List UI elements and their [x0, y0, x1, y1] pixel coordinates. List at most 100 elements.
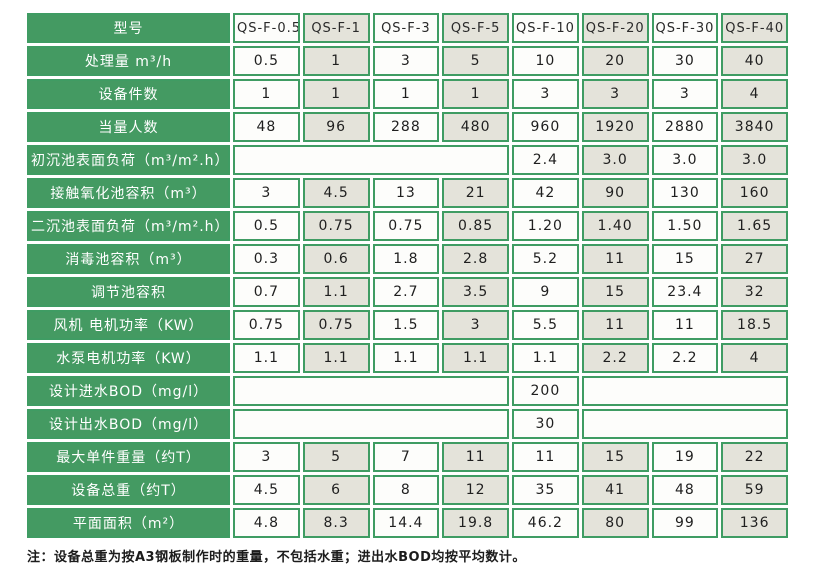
header-label-cell: 型号 — [27, 13, 230, 43]
value-cell: 3 — [442, 310, 509, 340]
spec-table-body: 处理量 m³/h 0.5 1 3 5 10 20 30 40 设备件数 1 1 1 1 3 3 3 4 当量人数 48… — [27, 46, 788, 538]
table-row: 处理量 m³/h 0.5 1 3 5 10 20 30 40 — [27, 46, 788, 76]
table-row: 调节池容积 0.7 1.1 2.7 3.5 9 15 23.4 32 — [27, 277, 788, 307]
row-label-cell: 二沉池表面负荷（m³/m².h） — [27, 211, 230, 241]
value-cell — [233, 376, 509, 406]
footnote: 注：设备总重为按A3钢板制作时的重量，不包括水重；进出水BOD均按平均数计。 — [27, 550, 526, 565]
value-cell: 1 — [372, 79, 440, 109]
table-row: 设计出水BOD（mg/l） 30 — [27, 409, 788, 439]
value-cell: 5 — [442, 46, 509, 76]
value-cell — [581, 376, 788, 406]
table-row: 最大单件重量（约T） 3 5 7 11 11 15 19 22 — [27, 442, 788, 472]
model-header-cell: QS-F-40 — [721, 13, 788, 43]
value-cell: 3 — [233, 178, 300, 208]
value-cell: 90 — [581, 178, 649, 208]
value-cell: 21 — [442, 178, 509, 208]
value-cell: 48 — [233, 112, 300, 142]
model-header-cell: QS-F-3 — [372, 13, 440, 43]
value-cell: 1.40 — [581, 211, 649, 241]
model-header-cell: QS-F-30 — [651, 13, 719, 43]
value-cell: 1 — [302, 79, 370, 109]
row-label-cell: 风机 电机功率（KW） — [27, 310, 230, 340]
value-cell: 18.5 — [721, 310, 788, 340]
value-cell: 288 — [372, 112, 440, 142]
value-cell: 1.8 — [372, 244, 440, 274]
row-label-cell: 调节池容积 — [27, 277, 230, 307]
model-header-cell: QS-F-5 — [442, 13, 509, 43]
value-cell: 30 — [651, 46, 719, 76]
row-label-cell: 最大单件重量（约T） — [27, 442, 230, 472]
row-label-cell: 接触氧化池容积（m³） — [27, 178, 230, 208]
value-cell: 3 — [581, 79, 649, 109]
value-cell: 1.1 — [372, 343, 440, 373]
value-cell: 1.1 — [302, 277, 370, 307]
value-cell: 15 — [581, 277, 649, 307]
value-cell: 5.2 — [512, 244, 579, 274]
model-header-cell: QS-F-10 — [512, 13, 579, 43]
value-cell: 1920 — [581, 112, 649, 142]
value-cell: 1.50 — [651, 211, 719, 241]
value-cell: 0.75 — [302, 310, 370, 340]
table-row: 初沉池表面负荷（m³/m².h） 2.4 3.0 3.0 3.0 — [27, 145, 788, 175]
table-row: 消毒池容积（m³） 0.3 0.6 1.8 2.8 5.2 11 15 27 — [27, 244, 788, 274]
table-row: 设备总重（约T） 4.5 6 8 12 35 41 48 59 — [27, 475, 788, 505]
value-cell: 22 — [721, 442, 788, 472]
value-cell: 15 — [581, 442, 649, 472]
value-cell: 480 — [442, 112, 509, 142]
value-cell: 3.0 — [581, 145, 649, 175]
value-cell: 80 — [581, 508, 649, 538]
row-label-cell: 设计进水BOD（mg/l） — [27, 376, 230, 406]
table-row: 接触氧化池容积（m³） 3 4.5 13 21 42 90 130 160 — [27, 178, 788, 208]
value-cell: 8.3 — [302, 508, 370, 538]
value-cell: 4.5 — [233, 475, 300, 505]
value-cell: 11 — [512, 442, 579, 472]
value-cell: 11 — [442, 442, 509, 472]
value-cell: 3.0 — [721, 145, 788, 175]
value-cell: 0.5 — [233, 211, 300, 241]
value-cell: 12 — [442, 475, 509, 505]
value-cell: 1.1 — [233, 343, 300, 373]
value-cell: 3.5 — [442, 277, 509, 307]
value-cell: 19.8 — [442, 508, 509, 538]
value-cell: 2.8 — [442, 244, 509, 274]
value-cell: 200 — [512, 376, 579, 406]
value-cell: 3 — [512, 79, 579, 109]
value-cell: 99 — [651, 508, 719, 538]
value-cell: 11 — [581, 310, 649, 340]
model-header-cell: QS-F-20 — [581, 13, 649, 43]
model-header-cell: QS-F-1 — [302, 13, 370, 43]
value-cell: 4.5 — [302, 178, 370, 208]
table-row: 设计进水BOD（mg/l） 200 — [27, 376, 788, 406]
value-cell: 2.7 — [372, 277, 440, 307]
value-cell: 32 — [721, 277, 788, 307]
row-label-cell: 设计出水BOD（mg/l） — [27, 409, 230, 439]
table-row: 二沉池表面负荷（m³/m².h） 0.5 0.75 0.75 0.85 1.20 1.40 1… — [27, 211, 788, 241]
value-cell: 3 — [233, 442, 300, 472]
value-cell: 10 — [512, 46, 579, 76]
row-label-cell: 初沉池表面负荷（m³/m².h） — [27, 145, 230, 175]
value-cell: 130 — [651, 178, 719, 208]
table-row: 平面面积（m²） 4.8 8.3 14.4 19.8 46.2 80 99 136 — [27, 508, 788, 538]
value-cell: 1.1 — [512, 343, 579, 373]
value-cell: 42 — [512, 178, 579, 208]
row-label-cell: 水泵电机功率（KW） — [27, 343, 230, 373]
value-cell: 0.75 — [302, 211, 370, 241]
value-cell: 1.1 — [302, 343, 370, 373]
value-cell: 11 — [581, 244, 649, 274]
value-cell: 35 — [512, 475, 579, 505]
value-cell: 960 — [512, 112, 579, 142]
value-cell: 0.7 — [233, 277, 300, 307]
row-label-cell: 当量人数 — [27, 112, 230, 142]
row-label-cell: 平面面积（m²） — [27, 508, 230, 538]
value-cell: 2.2 — [581, 343, 649, 373]
value-cell: 0.85 — [442, 211, 509, 241]
value-cell: 0.6 — [302, 244, 370, 274]
value-cell: 30 — [512, 409, 579, 439]
row-label-cell: 设备总重（约T） — [27, 475, 230, 505]
table-row: 设备件数 1 1 1 1 3 3 3 4 — [27, 79, 788, 109]
value-cell: 46.2 — [512, 508, 579, 538]
table-row: 风机 电机功率（KW） 0.75 0.75 1.5 3 5.5 11 11 18.5 — [27, 310, 788, 340]
value-cell: 7 — [372, 442, 440, 472]
value-cell: 160 — [721, 178, 788, 208]
